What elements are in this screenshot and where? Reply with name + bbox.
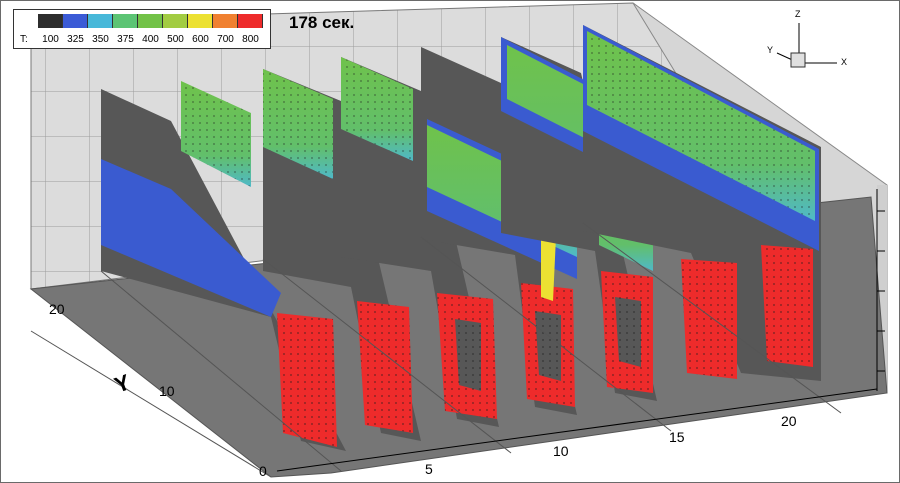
legend-level-label: 325: [67, 34, 84, 45]
x-tick-15: 15: [669, 429, 685, 445]
legend-level-label: 350: [92, 34, 109, 45]
x-tick-20: 20: [781, 413, 797, 429]
triad-y-label: Y: [767, 45, 774, 55]
y-tick-0: 0: [259, 463, 267, 479]
y-tick-20: 20: [49, 301, 65, 317]
legend-level-label: 600: [192, 34, 209, 45]
legend-labels: 100 325 350 375 400 500 600 700 800: [38, 34, 263, 45]
y-tick-10: 10: [159, 383, 175, 399]
time-label: 178 сек.: [289, 13, 355, 32]
legend-swatch: [213, 14, 238, 28]
x-tick-10: 10: [553, 443, 569, 459]
legend-swatch: [88, 14, 113, 28]
temperature-legend: T: 100 325 350 375 400 500 600 700 800: [13, 9, 271, 49]
legend-swatch: [38, 14, 63, 28]
legend-swatches: [38, 14, 263, 28]
legend-swatch: [163, 14, 188, 28]
legend-swatch: [113, 14, 138, 28]
triad-z-label: Z: [795, 9, 801, 19]
legend-swatch: [188, 14, 213, 28]
legend-level-label: 700: [217, 34, 234, 45]
legend-level-label: 400: [142, 34, 159, 45]
legend-swatch: [138, 14, 163, 28]
x-tick-5: 5: [425, 461, 433, 477]
legend-swatch: [238, 14, 263, 28]
legend-swatch: [63, 14, 88, 28]
legend-level-label: 500: [167, 34, 184, 45]
axis-triad: [776, 23, 837, 64]
legend-level-label: 375: [117, 34, 134, 45]
legend-variable-label: T:: [20, 34, 28, 45]
legend-level-label: 100: [42, 34, 59, 45]
legend-level-label: 800: [242, 34, 259, 45]
triad-x-label: X: [841, 57, 848, 67]
